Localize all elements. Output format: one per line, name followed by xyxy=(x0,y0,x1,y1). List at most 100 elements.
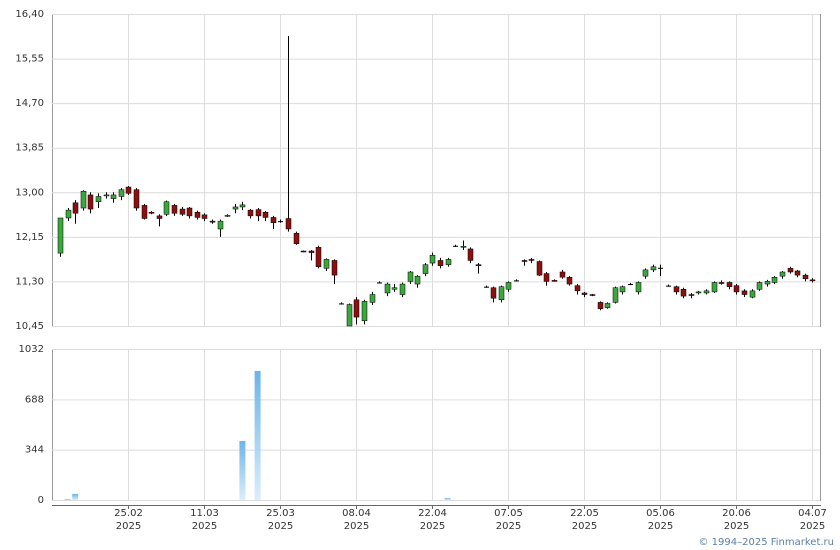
candle-body xyxy=(103,194,110,197)
x-tick-label: 2025 xyxy=(648,521,673,532)
candle-body xyxy=(460,246,467,248)
x-tick-label: 2025 xyxy=(192,521,217,532)
candle-body xyxy=(239,204,246,208)
x-tick-label: 2025 xyxy=(268,521,293,532)
candle-body xyxy=(232,206,239,210)
x-tick-label: 11.03 xyxy=(190,508,219,519)
candle-body xyxy=(484,286,489,288)
x-tick-label: 2025 xyxy=(420,521,445,532)
candle-body xyxy=(110,194,117,199)
y-tick-label: 15,55 xyxy=(15,54,44,65)
candle-body xyxy=(57,217,64,254)
y-tick-label: 1032 xyxy=(19,344,44,355)
x-tick-label: 07.05 xyxy=(494,508,523,519)
volume-bar xyxy=(64,498,71,500)
y-tick-label: 0 xyxy=(38,495,44,506)
candle-body xyxy=(453,245,458,247)
candle-body xyxy=(726,282,733,287)
y-tick-label: 13,85 xyxy=(15,143,44,154)
candle-body xyxy=(262,211,269,218)
candle-body xyxy=(278,221,283,223)
x-tick-label: 04.07 xyxy=(798,508,827,519)
candle-body xyxy=(209,220,216,223)
candle-body xyxy=(536,261,543,276)
candle-body xyxy=(528,259,535,261)
y-tick-label: 688 xyxy=(25,394,44,405)
candle-body xyxy=(467,248,474,261)
candle-body xyxy=(429,254,436,264)
candle-body xyxy=(703,290,710,294)
candle-body xyxy=(141,205,148,219)
candle-body xyxy=(642,269,649,277)
candle-body xyxy=(148,211,155,214)
candle-body xyxy=(361,301,368,322)
candle-body xyxy=(72,202,79,214)
candle-body xyxy=(771,276,778,283)
candle-body xyxy=(521,260,528,262)
x-tick-label: 25.02 xyxy=(114,508,143,519)
candle-body xyxy=(741,290,748,295)
candle-body xyxy=(809,279,816,282)
candle-body xyxy=(217,220,224,230)
candle-body xyxy=(201,214,208,219)
y-tick-label: 16,40 xyxy=(15,9,44,20)
candle-body xyxy=(733,285,740,293)
candle-body xyxy=(407,271,414,282)
candle-body xyxy=(619,286,626,293)
candle-body xyxy=(680,289,687,297)
x-tick-label: 08.04 xyxy=(342,508,371,519)
candle-body xyxy=(779,271,786,277)
candle-body xyxy=(437,260,444,266)
candle-body xyxy=(384,283,391,294)
candle-body xyxy=(247,209,254,217)
y-tick-label: 11,30 xyxy=(15,276,44,287)
candle-body xyxy=(163,201,170,215)
candle-body xyxy=(300,250,307,253)
candle-body xyxy=(551,280,558,282)
candle-body xyxy=(764,281,771,285)
candle-body xyxy=(391,287,398,290)
candle-body xyxy=(604,303,611,308)
candle-body xyxy=(597,302,604,309)
x-tick-label: 2025 xyxy=(496,521,521,532)
y-tick-label: 344 xyxy=(25,445,44,456)
candle-body xyxy=(87,194,94,210)
candle-body xyxy=(589,294,596,296)
candle-body xyxy=(673,286,680,293)
candle-body xyxy=(650,266,657,271)
candle-body xyxy=(308,250,315,253)
x-tick-label: 05.06 xyxy=(646,508,675,519)
candle-body xyxy=(95,196,102,202)
candle-body xyxy=(566,276,573,285)
candle-body xyxy=(285,218,292,230)
candle-body xyxy=(315,247,322,267)
candle-body xyxy=(635,282,642,293)
x-tick-label: 22.04 xyxy=(418,508,447,519)
candle-body xyxy=(581,292,588,295)
candle-body xyxy=(65,209,72,219)
candle-body xyxy=(224,215,231,217)
candle-body xyxy=(171,205,178,214)
volume-bar xyxy=(72,494,79,500)
candle-body xyxy=(543,273,550,282)
candle-body xyxy=(270,217,277,223)
candle-body xyxy=(756,282,763,290)
candle-body xyxy=(718,282,725,284)
candle-body xyxy=(377,282,382,284)
candle-body xyxy=(80,190,87,209)
y-tick-label: 13,00 xyxy=(15,187,44,198)
candle-body xyxy=(794,270,801,276)
volume-frame xyxy=(52,349,821,501)
candle-body xyxy=(369,294,376,303)
x-tick-label: 2025 xyxy=(116,521,141,532)
y-tick-label: 10,45 xyxy=(15,321,44,332)
candle-body xyxy=(346,304,353,327)
candle-body xyxy=(422,264,429,274)
candle-body xyxy=(688,294,695,296)
candle-body xyxy=(399,283,406,295)
candle-body xyxy=(339,303,344,305)
x-tick-label: 2025 xyxy=(344,521,369,532)
candle-body xyxy=(498,286,505,301)
candle-body xyxy=(156,215,163,219)
